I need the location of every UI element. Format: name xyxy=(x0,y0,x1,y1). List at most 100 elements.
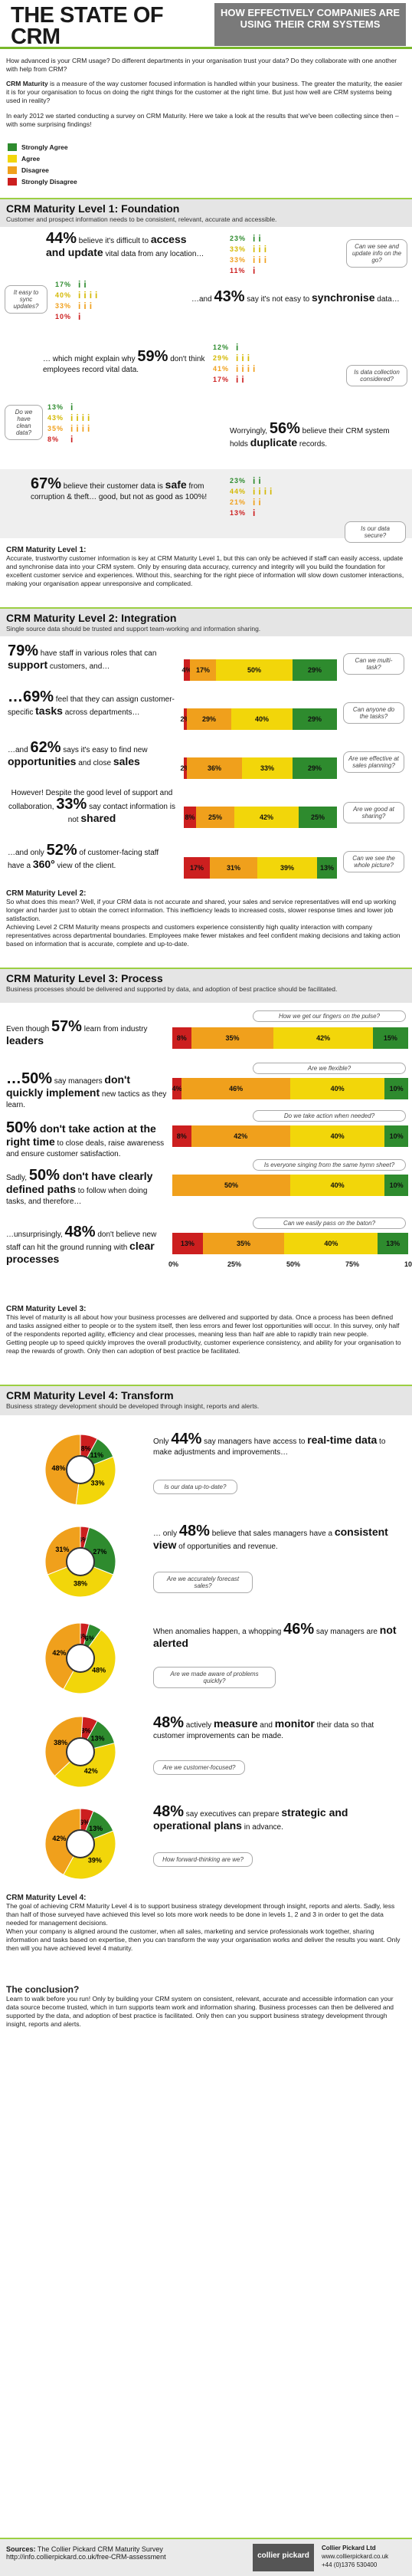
intro-definition-text: is a measure of the way customer focused… xyxy=(6,80,403,104)
pie-chart: 8%13% 42% 38% xyxy=(44,1716,116,1788)
l4-stat-2-value: 48% xyxy=(178,1523,210,1539)
level2-header: CRM Maturity Level 2: Integration Single… xyxy=(0,607,412,636)
bar-segment: 10% xyxy=(384,1125,408,1147)
percent-label: 10% xyxy=(55,313,72,320)
person-icon: i xyxy=(70,412,74,423)
l4-stat-2-text: believe that sales managers have a xyxy=(209,1530,335,1538)
l2-stat-5-text: of customer-facing staff have a xyxy=(8,849,159,870)
pie-label: 13% xyxy=(91,1735,105,1743)
person-icon: i xyxy=(89,301,93,311)
person-icon: i xyxy=(258,475,262,486)
l1-person-icons-3: 12% i 29% i i i 41% i i i i 17% i i xyxy=(213,342,343,385)
bar-segment: 25% xyxy=(299,807,337,828)
percent-label: 23% xyxy=(230,235,247,242)
l4-stat-2-tail: of opportunities and revenue. xyxy=(176,1543,278,1551)
footer: Sources: The Collier Pickard CRM Maturit… xyxy=(0,2538,412,2576)
l4-stat-3-keyword: not alerted xyxy=(153,1624,397,1649)
l1-stat-4-keyword: duplicate xyxy=(250,436,298,449)
l1-question-bubble-1: Can we see and update info on the go? xyxy=(346,239,407,268)
pie-label: 42% xyxy=(52,1835,66,1842)
footer-url[interactable]: http://info.collierpickard.co.uk/free-CR… xyxy=(6,2553,166,2561)
person-icon-row: 13% i xyxy=(230,508,352,518)
l3-stat-2-value: …50% xyxy=(6,1070,53,1087)
pie-label: 42% xyxy=(52,1649,66,1657)
footer-web[interactable]: www.collierpickard.co.uk xyxy=(322,2553,389,2560)
person-icon: i xyxy=(247,353,251,363)
pie-slice xyxy=(44,1716,83,1777)
bar-segment: 36% xyxy=(187,757,242,779)
bar-segment: 17% xyxy=(190,659,216,681)
l3-question-bubble: Can we easily pass on the baton? xyxy=(253,1217,406,1229)
stacked-bar: 2% 36% 33% 29% xyxy=(181,757,337,779)
l1-stat-5-text: believe their customer data is xyxy=(61,482,165,491)
l4-summary-text: The goal of achieving CRM Maturity Level… xyxy=(6,1902,395,1927)
pie-label: 8% xyxy=(81,1727,91,1734)
l3-stat-3: 50% don't take action at the right time … xyxy=(6,1120,167,1160)
person-icon: i xyxy=(236,342,240,353)
l1-stat-1-value: 44% xyxy=(46,230,77,247)
l3-stat-4-keyword: don't have clearly defined paths xyxy=(6,1170,153,1195)
pie-slice xyxy=(44,1622,81,1690)
bar-segment: 35% xyxy=(191,1027,274,1049)
person-icon-row: 33% i i i xyxy=(230,244,352,255)
l4-question-bubble-5: How forward-thinking are we? xyxy=(153,1852,253,1867)
person-icon: i xyxy=(253,486,257,497)
percent-label: 44% xyxy=(230,488,247,495)
person-icon-row: 33% i i i xyxy=(55,301,185,311)
l2-question-bubble-4: Are we good at sharing? xyxy=(343,802,404,823)
l2-stat-3-keyword-2: sales xyxy=(113,755,140,767)
l3-question-bubble: Do we take action when needed? xyxy=(253,1110,406,1122)
intro-survey: In early 2012 we started conducting a su… xyxy=(6,112,399,128)
footer-tel: +44 (0)1376 530400 xyxy=(322,2561,378,2568)
l3-stat-2: …50% say managers don't quickly implemen… xyxy=(6,1070,167,1111)
bar-segment: 42% xyxy=(191,1125,290,1147)
percent-label: 41% xyxy=(213,365,230,373)
pie-label: 33% xyxy=(91,1479,105,1487)
axis-tick-label: 25% xyxy=(227,1260,242,1268)
conclusion: The conclusion? Learn to walk before you … xyxy=(6,1985,404,2029)
pie-center-icon xyxy=(66,1737,95,1766)
person-icon: i xyxy=(236,374,240,385)
footer-contact: Collier Pickard Ltd www.collierpickard.co… xyxy=(322,2544,410,2569)
l2-stat-5-lead: …and only xyxy=(8,849,47,857)
l2-stat-5-keyword: 360° xyxy=(32,858,55,870)
l3-stat-4-lead: Sadly, xyxy=(6,1174,29,1182)
l3-stat-5-keyword: clear processes xyxy=(6,1240,155,1265)
pie-chart: 6%13% 39% 42% xyxy=(44,1808,116,1880)
person-icon: i xyxy=(253,233,257,244)
bar-segment: 40% xyxy=(289,1078,385,1099)
l2-question-bubble-1: Can we multi-task? xyxy=(343,653,404,675)
l1-person-icons-2: 17% i i 40% i i i i 33% i i i 10% i xyxy=(55,279,185,322)
l4-stat-5-tail: in advance. xyxy=(241,1823,283,1832)
l4-stat-3-text: say managers are xyxy=(314,1628,380,1636)
bar-segment: 29% xyxy=(293,757,337,779)
l2-stat-3-lead: …and xyxy=(8,746,31,754)
l4-stat-4-keyword-2: monitor xyxy=(274,1717,315,1730)
pie-label: 8% xyxy=(81,1444,91,1452)
page-title: THE STATE OF CRM xyxy=(11,3,164,49)
person-icon: i xyxy=(78,301,82,311)
l4-question-bubble-3: Are we made aware of problems quickly? xyxy=(153,1667,276,1688)
pie-chart: 4% 27% 38% 31% xyxy=(44,1526,116,1598)
l1-summary-title: CRM Maturity Level 1: xyxy=(6,546,87,554)
bar-segment: 15% xyxy=(372,1027,408,1049)
l2-stat-5: …and only 52% of customer-facing staff h… xyxy=(8,843,176,872)
bar-segment: 50% xyxy=(216,659,293,681)
person-icon: i xyxy=(253,255,257,265)
l1-stat-3-value: 59% xyxy=(137,348,168,365)
l4-stat-4-and: and xyxy=(257,1721,275,1730)
stacked-bar: 17% 31% 39% 13% xyxy=(184,857,337,879)
l2-summary: CRM Maturity Level 2: So what does this m… xyxy=(6,889,404,948)
stacked-bar: 2% 29% 40% 29% xyxy=(181,708,337,730)
person-icon-row: 10% i xyxy=(55,311,185,322)
l1-summary: CRM Maturity Level 1: Accurate, trustwort… xyxy=(6,546,404,588)
l3-stat-1-value: 57% xyxy=(51,1018,82,1035)
percent-label: 11% xyxy=(230,267,246,274)
person-icon: i xyxy=(263,486,268,497)
pie-label: 4% xyxy=(78,1633,88,1641)
level3-subtitle: Business processes should be delivered a… xyxy=(6,985,338,993)
person-icon: i xyxy=(70,434,74,445)
l2-stat-2: …69% feel that they can assign customer-… xyxy=(8,689,176,718)
bar-segment: 2% xyxy=(181,757,191,779)
bar-segment: 29% xyxy=(293,659,337,681)
